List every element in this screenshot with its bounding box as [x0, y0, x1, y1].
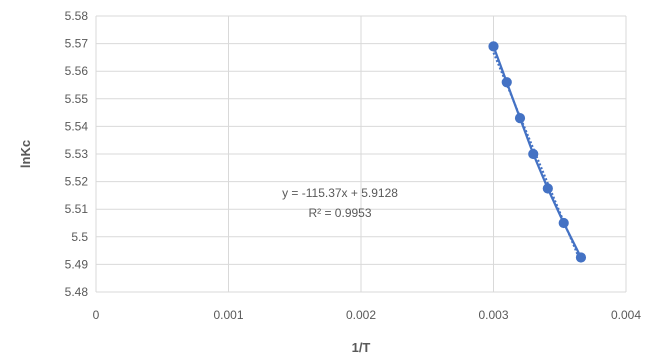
trendline-equation: y = -115.37x + 5.9128 [282, 186, 398, 200]
y-axis-title: lnKc [18, 140, 33, 168]
y-tick-label: 5.5 [71, 230, 88, 244]
x-tick-label: 0 [93, 308, 100, 322]
y-tick-label: 5.51 [65, 202, 89, 216]
x-tick-label: 0.003 [478, 308, 508, 322]
y-tick-label: 5.55 [65, 92, 89, 106]
data-points [488, 41, 587, 263]
y-tick-label: 5.56 [65, 64, 89, 78]
y-tick-label: 5.53 [65, 147, 89, 161]
x-tick-label: 0.001 [213, 308, 243, 322]
data-point [488, 41, 499, 52]
x-axis-title: 1/T [352, 340, 371, 355]
x-tick-label: 0.002 [346, 308, 376, 322]
gridlines [95, 15, 627, 293]
y-tick-label: 5.54 [65, 119, 89, 133]
y-tick-label: 5.57 [65, 37, 89, 51]
y-tick-label: 5.58 [65, 9, 89, 23]
y-tick-label: 5.48 [65, 285, 89, 299]
y-tick-label: 5.49 [65, 257, 89, 271]
data-point [558, 217, 569, 229]
trendline-r-squared: R² = 0.9953 [308, 206, 371, 220]
x-axis-ticks: 0 0.001 0.002 0.003 0.004 [93, 308, 642, 322]
data-point [514, 113, 526, 124]
y-tick-label: 5.52 [65, 175, 89, 189]
y-axis-ticks: 5.48 5.49 5.5 5.51 5.52 5.53 5.54 5.55 5.56 5.57 5… [65, 9, 89, 299]
data-point [575, 252, 587, 263]
data-point [501, 77, 512, 88]
linear-trendline [492, 52, 582, 264]
x-tick-label: 0.004 [611, 308, 641, 322]
data-point [528, 148, 539, 160]
data-point [542, 183, 553, 194]
